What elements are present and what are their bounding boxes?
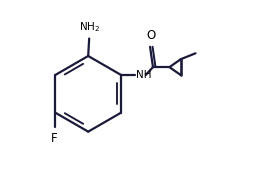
Text: F: F: [51, 132, 58, 145]
Text: NH: NH: [136, 70, 152, 80]
Text: O: O: [147, 29, 156, 42]
Text: NH$_2$: NH$_2$: [78, 20, 100, 34]
